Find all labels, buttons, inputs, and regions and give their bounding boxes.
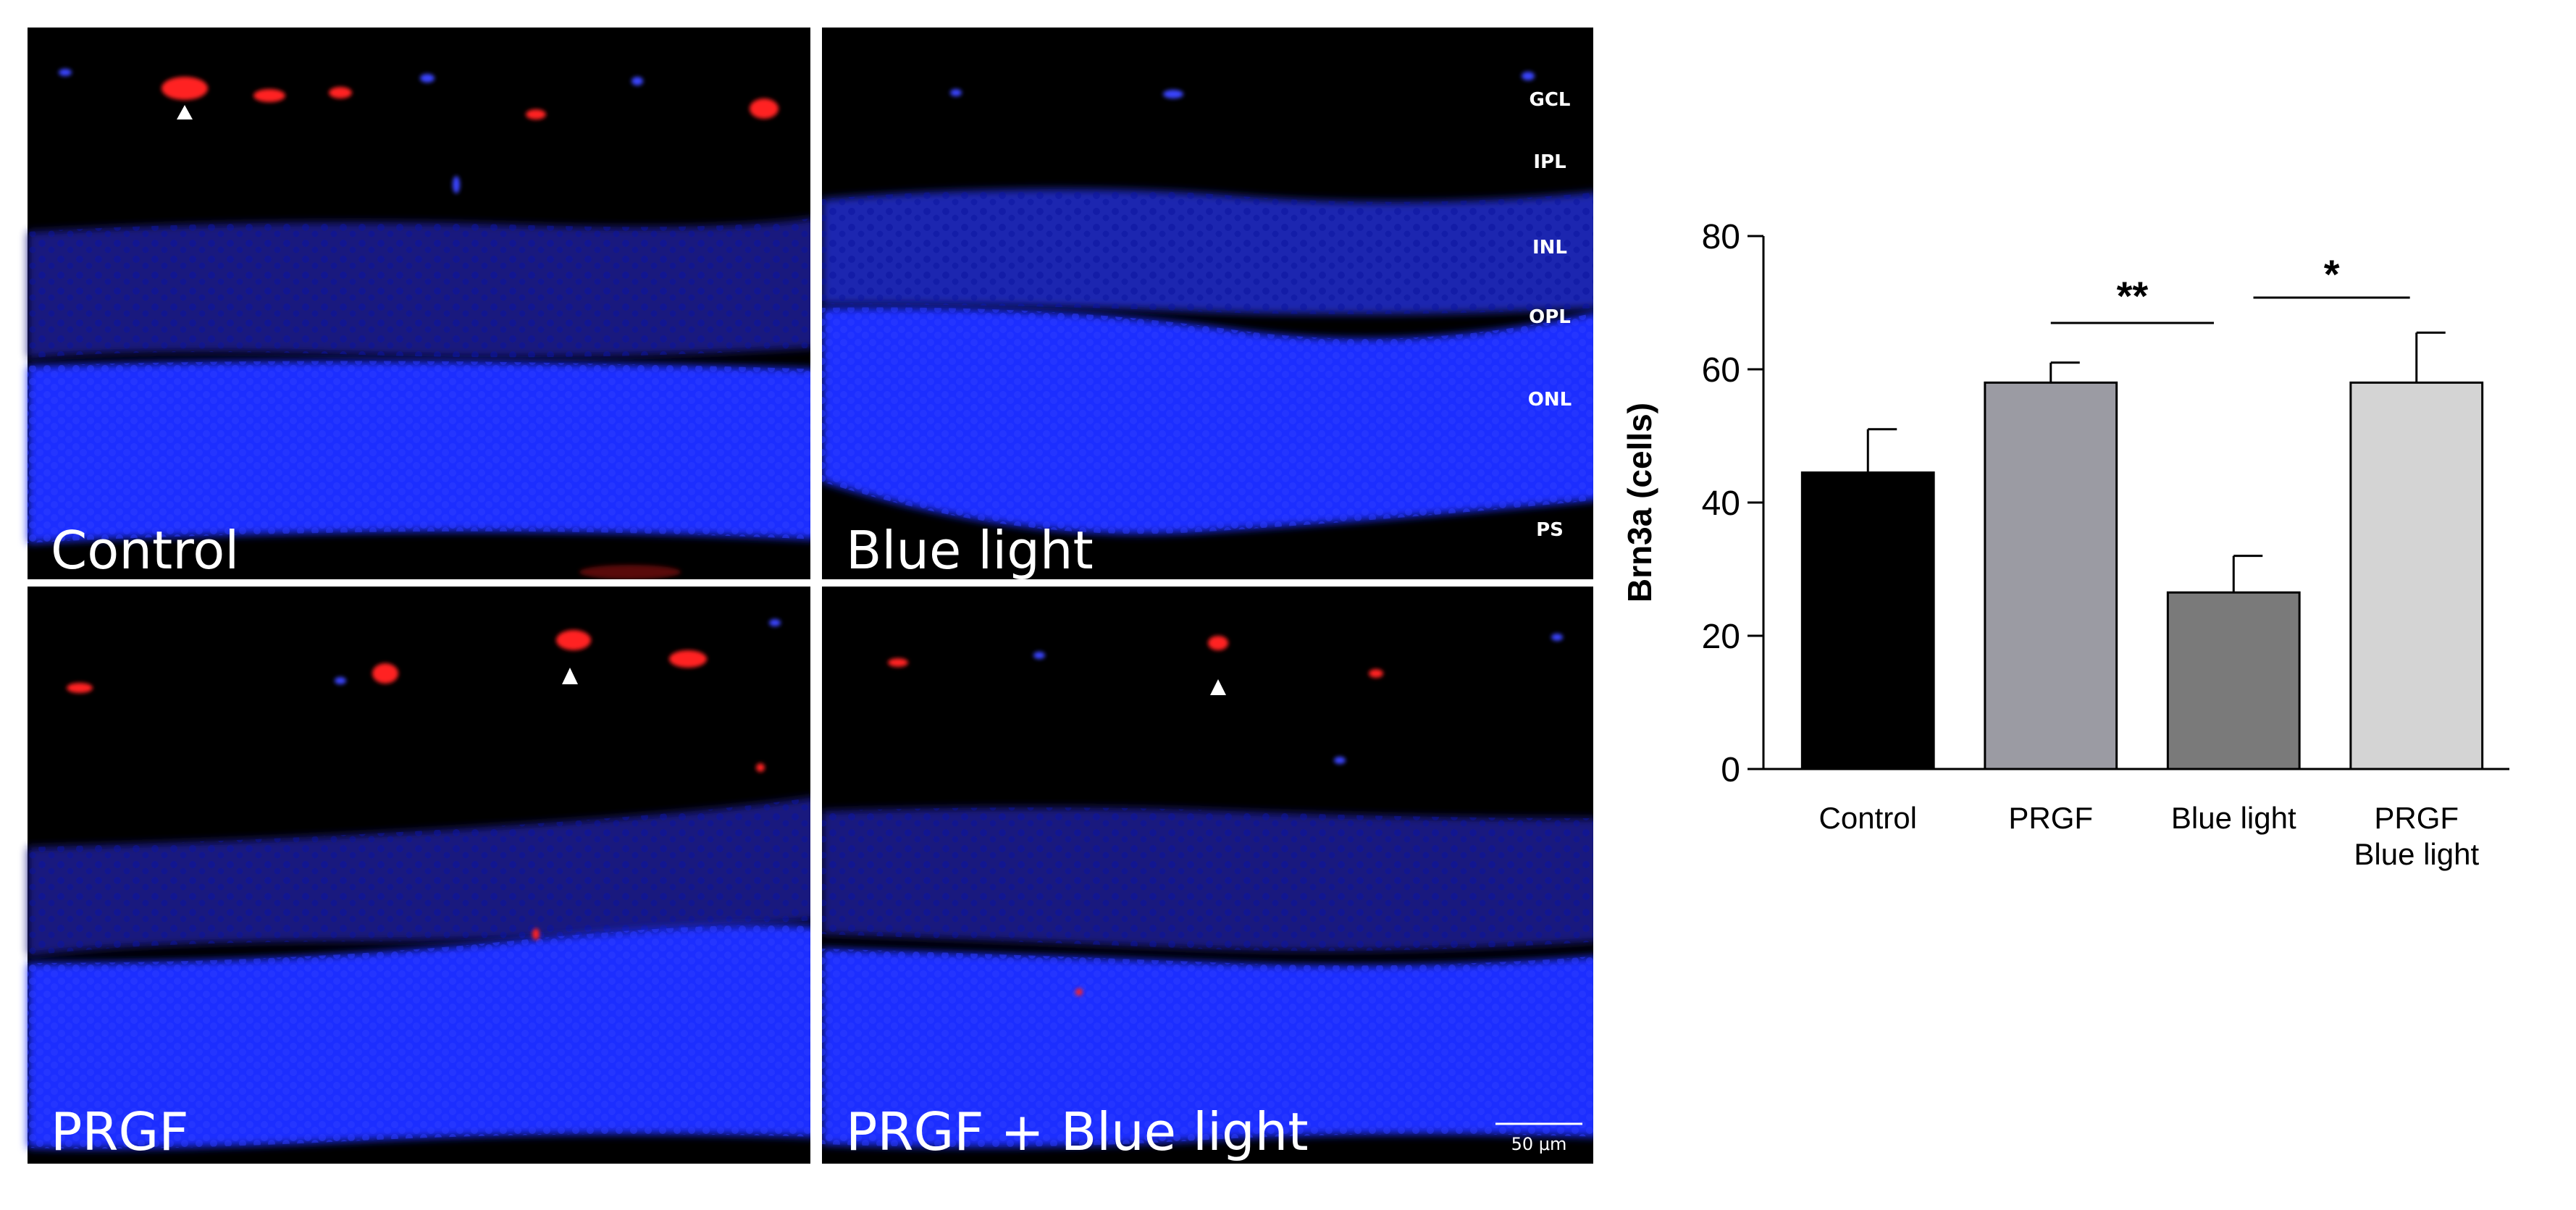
y-axis-label: Brn3a (cells) <box>1621 403 1658 602</box>
layer-label-gcl: GCL <box>1530 89 1571 111</box>
x-tick-label: Blue light <box>2354 837 2479 871</box>
layer-label-ipl: IPL <box>1533 151 1566 173</box>
x-tick-label: Blue light <box>2171 801 2296 835</box>
panel-label: PRGF <box>51 1101 189 1162</box>
significance-label: * <box>2324 251 2340 297</box>
layer-labels: GCL IPL INL OPL ONL PS <box>1528 89 1572 541</box>
panel-prgf: PRGF <box>28 583 818 1164</box>
arrowhead-marker <box>562 668 578 684</box>
layer-label-inl: INL <box>1532 237 1567 259</box>
panel-label: PRGF + Blue light <box>846 1101 1309 1162</box>
x-tick-label: Control <box>1819 801 1917 835</box>
y-tick-label: 0 <box>1721 751 1740 789</box>
arrowhead-marker <box>1210 679 1226 695</box>
panel-control: Control <box>28 28 818 581</box>
bar-1 <box>1984 381 2118 770</box>
y-tick-label: 20 <box>1702 618 1740 656</box>
micrograph-panels: Control <box>28 28 1593 1164</box>
y-tick-label: 40 <box>1702 484 1740 523</box>
panel-label: Control <box>51 520 239 581</box>
layer-label-opl: OPL <box>1529 306 1571 328</box>
bar-0 <box>1800 471 1935 770</box>
scale-bar-label: 50 μm <box>1511 1134 1567 1154</box>
x-tick-label: PRGF <box>2374 801 2459 835</box>
arrowhead-marker <box>177 105 193 119</box>
y-tick-label: 60 <box>1702 351 1740 390</box>
panel-label: Blue light <box>846 520 1094 581</box>
panel-prgf-blue-light: 50 μm PRGF + Blue light <box>822 583 1593 1164</box>
bar-2 <box>2166 591 2301 770</box>
y-tick-label: 80 <box>1702 218 1740 256</box>
layer-label-onl: ONL <box>1528 389 1572 411</box>
layer-label-ps: PS <box>1536 519 1564 541</box>
panel-blue-light <box>822 28 1593 579</box>
significance-label: ** <box>2117 273 2149 319</box>
bar-3 <box>2349 381 2484 770</box>
x-tick-label: PRGF <box>2008 801 2093 835</box>
